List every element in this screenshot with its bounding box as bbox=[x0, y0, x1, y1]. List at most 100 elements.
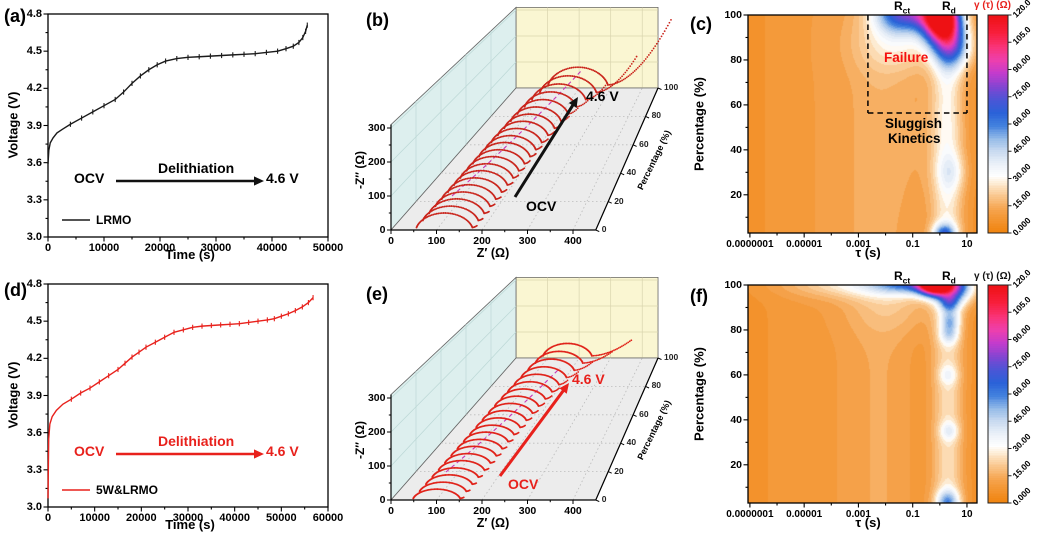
nyquist-3d-plot-lrmo bbox=[348, 0, 688, 270]
annotation-ocv: OCV bbox=[526, 198, 557, 214]
y-axis-title: -Z″ (Ω) bbox=[353, 150, 367, 190]
tick-label: 40000 bbox=[219, 512, 250, 524]
drt-heatmap-5wlrmo bbox=[688, 270, 1043, 541]
tick-label: 40 bbox=[626, 167, 637, 178]
panel-eis-3d-lrmo: (b) -Z″ (Ω) Z′ (Ω) Percentage (%) OCV 4.… bbox=[348, 0, 688, 270]
y-axis-title: Percentage (%) bbox=[691, 77, 707, 171]
legend-5wlrmo: 5W&LRMO bbox=[96, 483, 158, 497]
tick-label: 60 bbox=[730, 368, 742, 381]
tick-label: 4.5 bbox=[26, 45, 42, 58]
tick-label: 0.1 bbox=[905, 239, 920, 250]
tick-label: 100 bbox=[664, 352, 679, 362]
tick-label: 300 bbox=[518, 505, 537, 517]
tick-label: 4.5 bbox=[26, 315, 42, 328]
tick-label: 200 bbox=[473, 235, 491, 247]
tick-label: 20 bbox=[730, 458, 742, 471]
annotation-delithiation: Delithiation bbox=[158, 433, 235, 449]
tick-label: 40000 bbox=[256, 242, 288, 254]
tick-label: 40 bbox=[730, 143, 742, 156]
tick-label: 4.2 bbox=[26, 352, 42, 365]
x-axis-title: Z′ (Ω) bbox=[476, 246, 510, 260]
annotation-46v: 4.6 V bbox=[572, 371, 605, 387]
panel-eis-3d-5wlrmo: (e) -Z″ (Ω) Z′ (Ω) Percentage (%) OCV 4.… bbox=[348, 270, 688, 541]
tick-label: 80 bbox=[651, 380, 662, 391]
x-axis-title: Time (s) bbox=[165, 517, 215, 532]
x-axis-title: τ (s) bbox=[855, 245, 881, 260]
tick-label: 0 bbox=[379, 224, 386, 236]
x-axis-title: τ (s) bbox=[855, 515, 881, 530]
panel-label-f: (f) bbox=[690, 286, 708, 306]
annotation-kinetics: Kinetics bbox=[888, 131, 941, 146]
panel-drt-heatmap-lrmo: (c) Percentage (%) τ (s) γ (τ) (Ω) Rct R… bbox=[688, 0, 1043, 270]
annotation-delithiation: Delithiation bbox=[158, 160, 235, 176]
tick-label: 40 bbox=[730, 413, 742, 426]
tick-label: 0.0000001 bbox=[726, 509, 774, 520]
tick-label: 10000 bbox=[88, 242, 120, 254]
tick-label: 4.2 bbox=[26, 82, 42, 95]
tick-label: 0.001 bbox=[845, 239, 871, 250]
tick-label: 100 bbox=[367, 190, 386, 202]
tick-label: 0 bbox=[388, 505, 394, 517]
annotation-46v: 4.6 V bbox=[266, 170, 299, 186]
x-axis-title: Time (s) bbox=[165, 247, 215, 262]
tick-label: 30000 bbox=[172, 512, 204, 524]
tick-label: 10000 bbox=[79, 512, 110, 524]
tick-label: 20000 bbox=[144, 242, 176, 254]
tick-label: 4.8 bbox=[26, 8, 42, 20]
legend-lrmo: LRMO bbox=[96, 213, 132, 227]
tick-label: 100 bbox=[724, 279, 742, 291]
tick-label: 0 bbox=[388, 235, 394, 247]
tick-label: 200 bbox=[367, 426, 386, 438]
tick-label: 80 bbox=[730, 323, 742, 336]
tick-label: 0 bbox=[379, 494, 386, 506]
tick-label: 80 bbox=[730, 53, 742, 66]
y-axis-title: Voltage (V) bbox=[5, 361, 21, 429]
tick-label: 100 bbox=[724, 9, 742, 21]
panel-label-b: (b) bbox=[366, 10, 389, 30]
drt-heatmap-lrmo bbox=[688, 0, 1043, 270]
tick-label: 3.0 bbox=[26, 231, 42, 243]
tick-label: 300 bbox=[367, 122, 386, 134]
tick-label: 10 bbox=[961, 509, 973, 520]
panel-label-e: (e) bbox=[366, 284, 388, 304]
annotation-46v: 4.6 V bbox=[266, 443, 299, 459]
annotation-ocv: OCV bbox=[74, 170, 105, 186]
panel-label-c: (c) bbox=[690, 14, 712, 34]
label-rct: Rct bbox=[894, 0, 911, 16]
x-axis-title: Z′ (Ω) bbox=[476, 516, 510, 530]
y-axis-title: Percentage (%) bbox=[691, 347, 707, 441]
tick-label: 100 bbox=[664, 82, 679, 92]
tick-label: 0.0000001 bbox=[726, 239, 774, 250]
tick-label: 20000 bbox=[126, 512, 157, 524]
tick-label: 200 bbox=[367, 156, 386, 168]
tick-label: 3.6 bbox=[26, 426, 42, 439]
annotation-46v: 4.6 V bbox=[586, 88, 619, 104]
tick-label: 400 bbox=[564, 235, 582, 247]
panel-drt-heatmap-5wlrmo: (f) Percentage (%) τ (s) γ (τ) (Ω) Rct R… bbox=[688, 267, 1043, 541]
tick-label: 50000 bbox=[266, 512, 297, 524]
tick-label: 0 bbox=[44, 242, 52, 254]
tick-label: 0 bbox=[601, 224, 607, 234]
panel-voltage-5wlrmo: (d) Voltage (V) Time (s) 5W&LRMO OCV Del… bbox=[0, 270, 348, 541]
tick-label: 3.0 bbox=[26, 501, 42, 513]
tick-label: 200 bbox=[473, 505, 491, 517]
tick-label: 3.9 bbox=[26, 119, 42, 132]
tick-label: 300 bbox=[518, 235, 537, 247]
tick-label: 60 bbox=[639, 138, 649, 149]
tick-label: 0.00001 bbox=[786, 509, 823, 520]
tick-label: 3.9 bbox=[26, 389, 42, 402]
tick-label: 40 bbox=[626, 437, 637, 448]
y-axis-title: -Z″ (Ω) bbox=[353, 420, 367, 460]
tick-label: 20 bbox=[730, 188, 742, 201]
tick-label: 30000 bbox=[200, 242, 232, 254]
annotation-sluggish: Sluggish bbox=[885, 116, 942, 131]
tick-label: 60 bbox=[639, 408, 649, 419]
tick-label: 3.3 bbox=[26, 193, 42, 206]
annotation-ocv: OCV bbox=[74, 443, 105, 459]
voltage-time-plot-lrmo bbox=[0, 0, 348, 270]
colorbar-title: γ (τ) (Ω) bbox=[974, 0, 1011, 11]
tick-label: 100 bbox=[367, 460, 386, 472]
colorbar-title: γ (τ) (Ω) bbox=[974, 271, 1011, 282]
panel-label-a: (a) bbox=[4, 6, 26, 26]
